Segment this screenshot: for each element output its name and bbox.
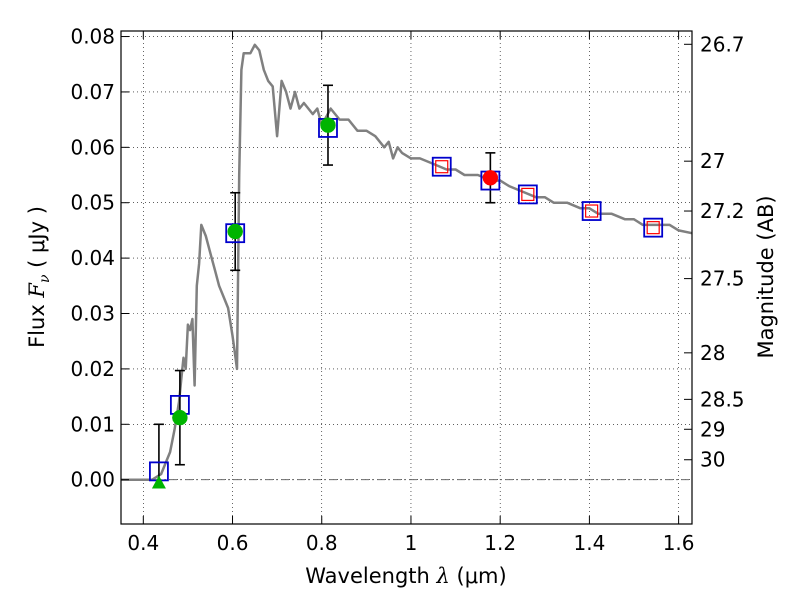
data-markers	[149, 117, 664, 489]
x-tick-label: 0.4	[127, 531, 159, 555]
axis-ticks	[121, 31, 692, 524]
y-axis-label: Flux Fν ( μJy )	[25, 206, 53, 348]
right-tick-label: 28	[700, 341, 725, 365]
ir-model-square	[435, 160, 449, 174]
right-tick-label: 29	[700, 417, 725, 441]
observed-point	[320, 117, 336, 133]
observed-point	[172, 409, 188, 426]
right-tick-label: 27.2	[700, 199, 745, 223]
right-tick-label: 28.5	[700, 387, 745, 411]
y-tick-label: 0.03	[70, 302, 115, 326]
right-tick-label: 30	[700, 448, 725, 472]
y-tick-label: 0.00	[70, 468, 115, 492]
model-flux-square	[581, 201, 602, 221]
ir-observed-point	[482, 170, 499, 186]
grid-lines	[121, 31, 692, 524]
x-tick-labels: 0.4 0.6 0.8 1 1.2 1.4 1.6	[127, 531, 694, 555]
ir-model-square	[646, 221, 660, 235]
y-tick-label: 0.06	[70, 135, 115, 159]
y-tick-labels: 0.00 0.01 0.02 0.03 0.04 0.05 0.06 0.07 0.08	[70, 25, 115, 492]
model-spectrum	[121, 43, 693, 481]
x-tick-label: 1.4	[573, 531, 605, 555]
observed-point	[227, 223, 243, 240]
right-tick-label: 27.5	[700, 267, 745, 291]
ir-model-square	[585, 204, 599, 218]
x-tick-label: 1.2	[484, 531, 516, 555]
error-bars	[153, 84, 496, 483]
right-tick-label: 27	[700, 149, 725, 173]
x-tick-label: 0.6	[217, 531, 249, 555]
right-tick-label: 26.7	[700, 32, 745, 56]
x-axis-label: Wavelength λ (μm)	[305, 564, 506, 588]
model-flux-square	[643, 217, 664, 238]
x-tick-label: 0.8	[306, 531, 338, 555]
x-tick-label: 1.6	[663, 531, 695, 555]
plot-frame	[120, 30, 693, 525]
model-flux-square	[517, 184, 538, 205]
ir-model-square	[521, 187, 535, 202]
y-tick-label: 0.01	[70, 412, 115, 436]
y-tick-label: 0.08	[70, 25, 115, 49]
right-tick-labels: 26.7 27 27.2 27.5 28 28.5 29 30	[700, 32, 745, 471]
model-spectrum-line	[121, 43, 693, 481]
x-tick-label: 1	[405, 531, 418, 555]
y-tick-label: 0.04	[70, 246, 115, 270]
y-tick-label: 0.05	[70, 191, 115, 215]
upper-limit-triangle	[151, 475, 166, 489]
right-axis-label: Magnitude (AB)	[754, 195, 778, 358]
model-flux-square	[431, 156, 452, 177]
y-tick-label: 0.02	[70, 357, 115, 381]
y-tick-label: 0.07	[70, 80, 115, 104]
